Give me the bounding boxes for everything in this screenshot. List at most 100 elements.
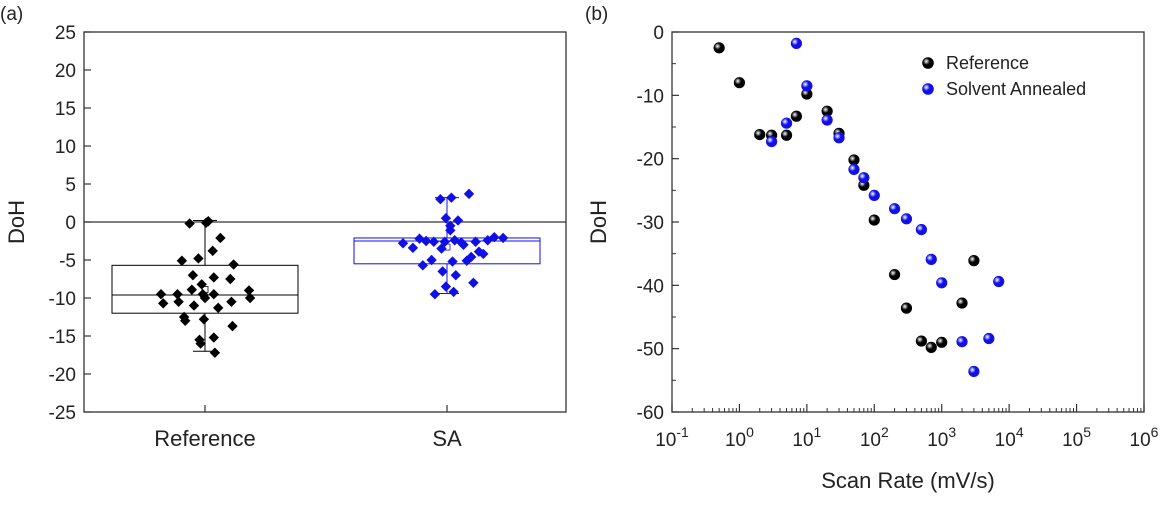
panel-b-y-ticks: 0 -10 -20 -30 -40 -50 -60 xyxy=(637,23,679,424)
data-point xyxy=(445,225,456,236)
data-point xyxy=(158,298,169,309)
data-point xyxy=(227,320,238,332)
data-point xyxy=(446,192,457,203)
y-tick-label: -50 xyxy=(637,340,664,361)
x-tick-label: 10-1 xyxy=(655,424,689,451)
data-point xyxy=(186,284,197,295)
panel-a-label: (a) xyxy=(0,4,23,25)
data-point xyxy=(213,302,224,314)
data-point xyxy=(193,253,204,264)
data-point xyxy=(440,213,452,224)
data-point xyxy=(754,129,766,141)
legend-label-reference: Reference xyxy=(946,53,1029,73)
data-point xyxy=(196,279,207,290)
data-point xyxy=(780,117,793,129)
y-tick-label: 15 xyxy=(55,99,76,120)
y-tick-label: 20 xyxy=(55,61,76,82)
data-point xyxy=(956,336,968,348)
data-point xyxy=(452,215,464,226)
data-point xyxy=(968,365,980,378)
y-tick-label: -5 xyxy=(59,251,76,272)
data-point xyxy=(848,154,860,166)
panel-a-plot-frame xyxy=(83,31,567,413)
data-point xyxy=(195,338,206,349)
y-tick-label: -40 xyxy=(637,276,664,297)
data-point xyxy=(900,302,913,314)
x-tick-label: 103 xyxy=(927,424,956,451)
data-point xyxy=(407,242,419,254)
data-point xyxy=(936,336,948,348)
data-point xyxy=(868,214,880,226)
data-point xyxy=(497,232,509,244)
x-tick-label: 100 xyxy=(725,424,754,451)
data-point xyxy=(468,277,479,288)
data-point xyxy=(915,335,928,347)
y-tick-label: -10 xyxy=(49,289,76,310)
data-point xyxy=(429,289,441,300)
data-point xyxy=(155,289,167,300)
data-point xyxy=(821,114,833,126)
data-point xyxy=(470,236,481,247)
data-point xyxy=(968,255,980,267)
data-point xyxy=(203,216,214,227)
data-point xyxy=(209,347,221,358)
y-tick-label: -25 xyxy=(49,403,76,424)
legend-marker-reference xyxy=(922,57,934,69)
data-point xyxy=(188,300,200,311)
data-point xyxy=(215,232,226,244)
category-label: SA xyxy=(432,426,462,451)
panel-b-y-axis-label: DoH xyxy=(586,200,611,244)
data-point xyxy=(458,239,469,250)
data-point xyxy=(956,297,968,309)
y-tick-label: -20 xyxy=(637,150,664,171)
data-point xyxy=(417,260,428,271)
data-point xyxy=(228,259,239,270)
data-point xyxy=(208,332,219,343)
data-point xyxy=(244,292,256,304)
data-point xyxy=(184,218,195,229)
y-tick-label: 10 xyxy=(55,137,76,158)
data-point xyxy=(489,232,500,243)
data-point xyxy=(713,42,725,54)
data-point xyxy=(900,213,913,225)
data-point xyxy=(208,289,219,300)
data-point xyxy=(173,296,184,307)
x-tick-label: 101 xyxy=(792,424,821,451)
data-point xyxy=(925,341,937,354)
data-point xyxy=(172,289,183,300)
panel-b: (b) DoH Scan Rate (mV/s) 0 -10 -20 -30 -40 -5… xyxy=(585,4,1159,493)
data-point xyxy=(180,315,191,326)
panel-b-x-axis-label: Scan Rate (mV/s) xyxy=(821,468,995,493)
data-point xyxy=(766,135,778,148)
legend-marker-solvent-annealed xyxy=(922,83,934,95)
y-tick-label: -20 xyxy=(49,365,76,386)
box-iqr xyxy=(111,264,299,314)
category-label: Reference xyxy=(154,426,256,451)
data-point xyxy=(780,129,793,141)
data-point xyxy=(439,236,450,247)
data-point xyxy=(983,332,995,345)
y-tick-label: -15 xyxy=(49,327,76,348)
data-point xyxy=(243,285,255,296)
data-point xyxy=(198,314,210,325)
y-tick-label: -60 xyxy=(637,403,664,424)
data-point xyxy=(858,172,870,184)
data-point xyxy=(448,286,459,298)
data-point xyxy=(790,37,803,50)
data-point xyxy=(447,256,458,267)
y-tick-label: -10 xyxy=(637,86,664,107)
legend-label-solvent-annealed: Solvent Annealed xyxy=(946,79,1086,99)
data-point xyxy=(208,272,219,283)
data-point xyxy=(848,163,860,176)
data-point xyxy=(420,235,432,247)
x-tick-label: 105 xyxy=(1062,424,1091,451)
panel-b-points xyxy=(713,37,1005,378)
panel-a-x-ticks: Reference SA xyxy=(154,405,462,451)
data-point xyxy=(868,189,880,201)
data-point xyxy=(428,236,439,247)
panel-a-boxes xyxy=(84,197,566,352)
data-point xyxy=(993,275,1005,288)
y-tick-label: 5 xyxy=(65,175,76,196)
panel-b-label: (b) xyxy=(585,4,608,25)
data-point xyxy=(187,270,199,281)
